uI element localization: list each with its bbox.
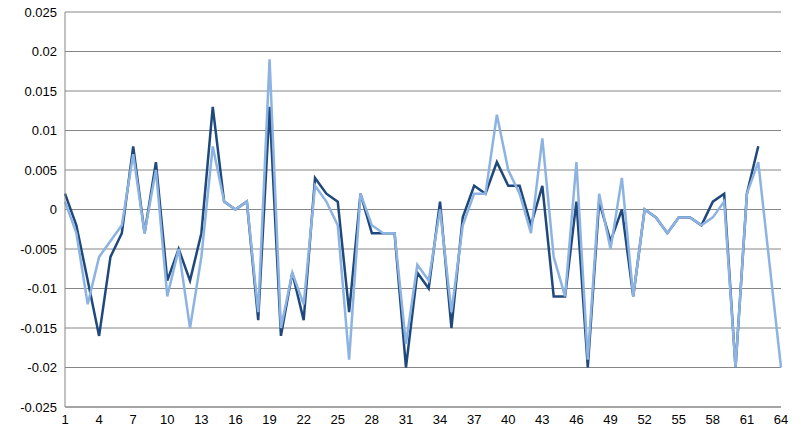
svg-text:1: 1 (61, 412, 68, 427)
svg-text:28: 28 (365, 412, 379, 427)
svg-text:19: 19 (262, 412, 276, 427)
svg-text:58: 58 (706, 412, 720, 427)
svg-text:-0.01: -0.01 (27, 281, 57, 296)
svg-text:16: 16 (228, 412, 242, 427)
svg-text:-0.005: -0.005 (20, 242, 57, 257)
svg-text:34: 34 (433, 412, 447, 427)
svg-text:61: 61 (740, 412, 754, 427)
svg-text:43: 43 (535, 412, 549, 427)
svg-text:0.005: 0.005 (24, 163, 57, 178)
svg-text:31: 31 (399, 412, 413, 427)
svg-text:0.02: 0.02 (32, 44, 57, 59)
svg-text:0.015: 0.015 (24, 84, 57, 99)
svg-text:-0.015: -0.015 (20, 321, 57, 336)
svg-text:40: 40 (501, 412, 515, 427)
svg-text:49: 49 (603, 412, 617, 427)
svg-text:25: 25 (331, 412, 345, 427)
svg-text:52: 52 (637, 412, 651, 427)
svg-text:0: 0 (50, 202, 57, 217)
svg-text:7: 7 (130, 412, 137, 427)
svg-text:0.01: 0.01 (32, 123, 57, 138)
svg-text:46: 46 (569, 412, 583, 427)
svg-text:-0.02: -0.02 (27, 360, 57, 375)
svg-text:55: 55 (671, 412, 685, 427)
svg-text:10: 10 (160, 412, 174, 427)
svg-text:37: 37 (467, 412, 481, 427)
svg-text:-0.025: -0.025 (20, 400, 57, 415)
svg-text:22: 22 (296, 412, 310, 427)
svg-text:0.025: 0.025 (24, 5, 57, 20)
svg-text:13: 13 (194, 412, 208, 427)
svg-text:4: 4 (95, 412, 102, 427)
svg-text:64: 64 (774, 412, 788, 427)
